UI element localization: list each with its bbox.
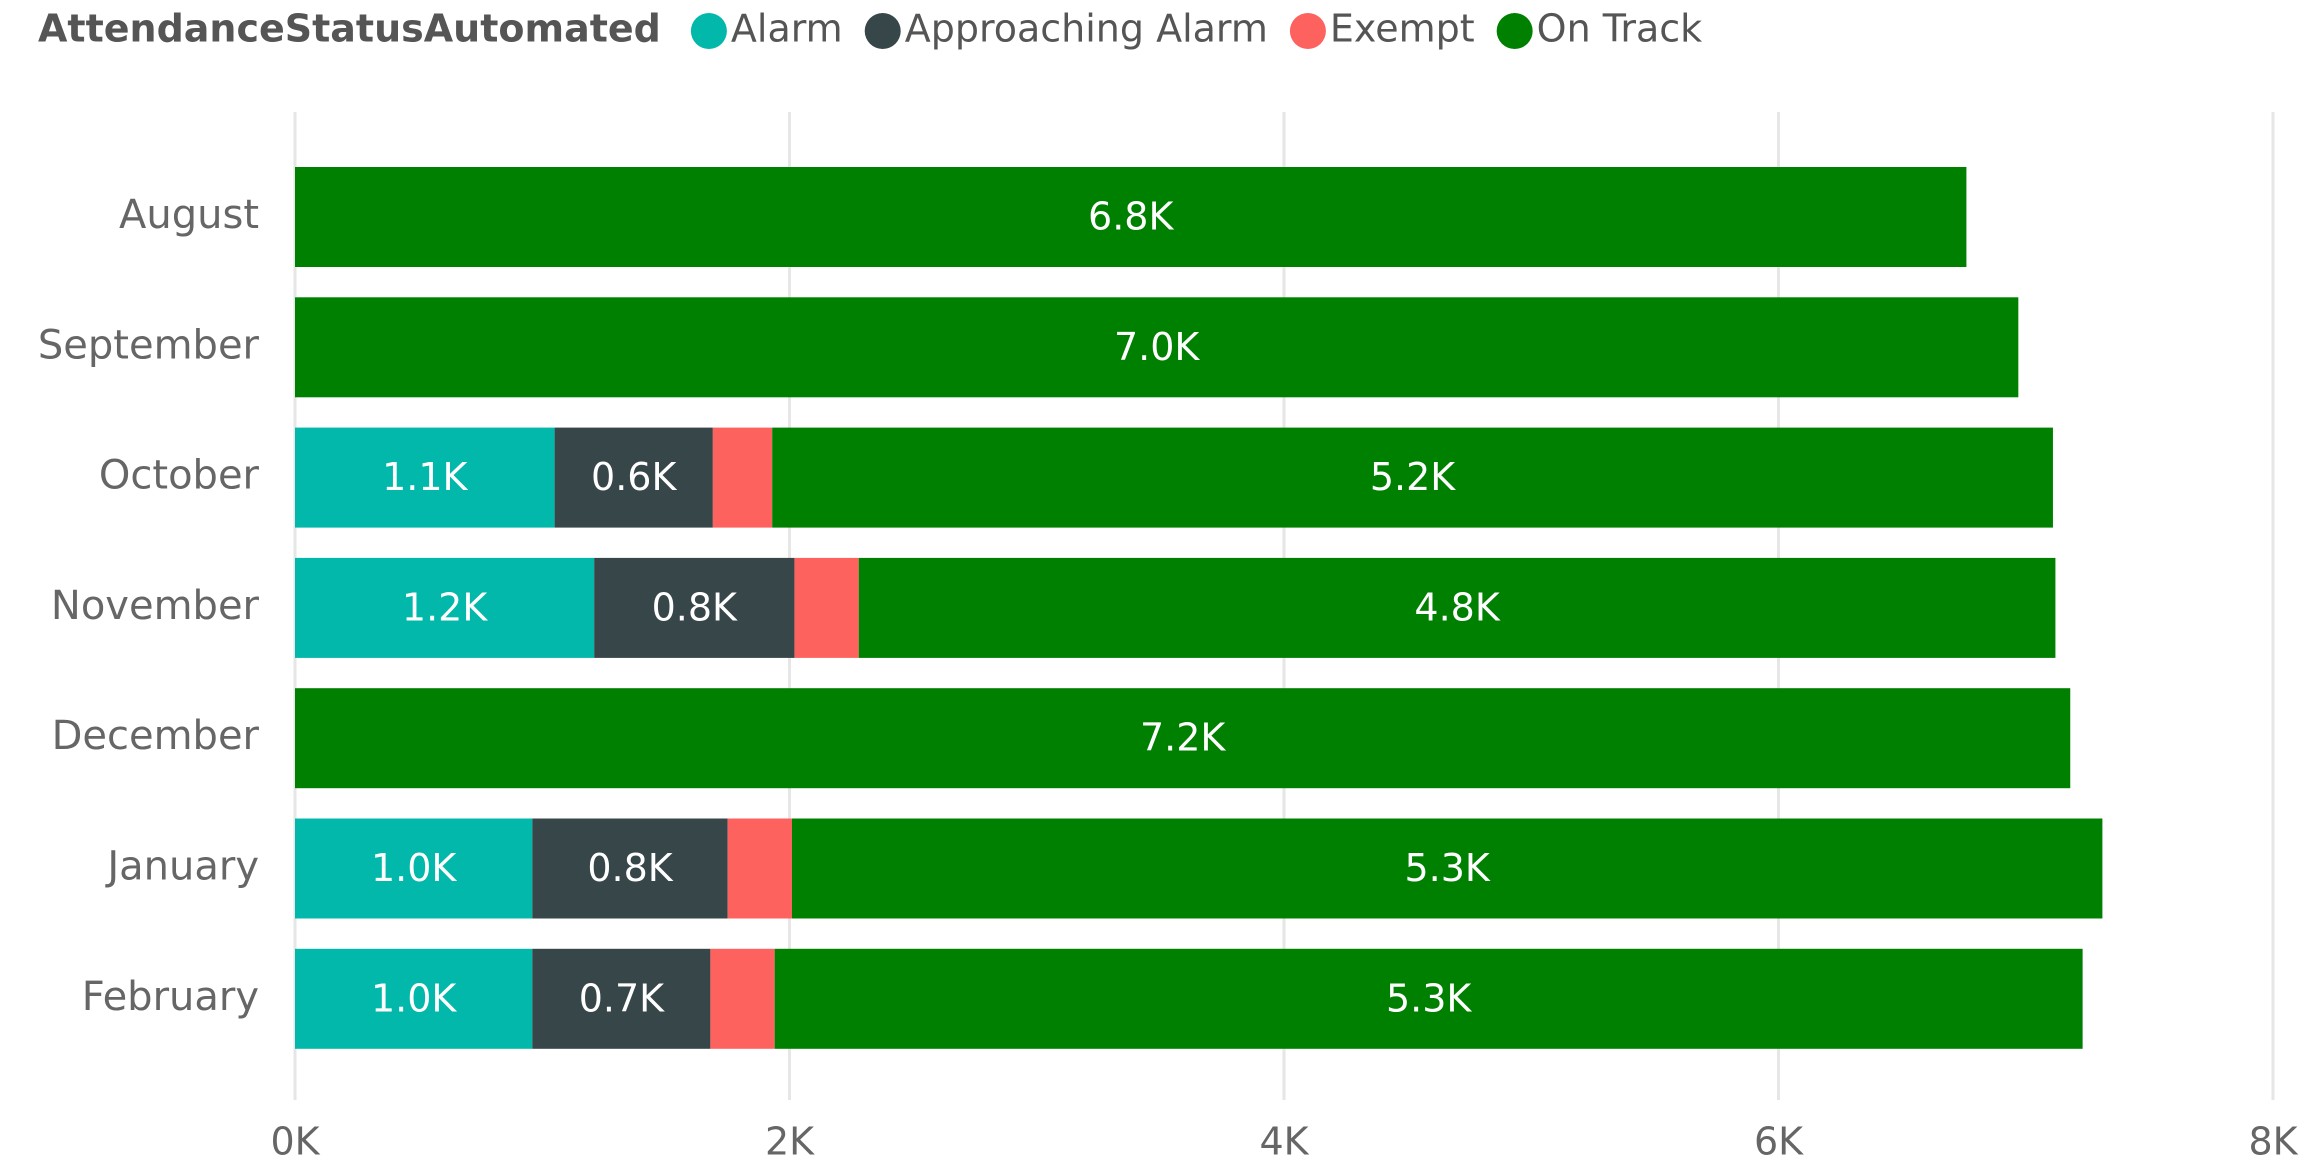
legend-swatch	[864, 13, 901, 49]
data-label: 5.3K	[1405, 846, 1491, 890]
x-tick-label: 2K	[765, 1120, 815, 1164]
legend-label: Exempt	[1330, 7, 1475, 51]
data-label: 0.8K	[652, 585, 738, 629]
data-label: 4.8K	[1414, 585, 1500, 629]
bar-segment	[295, 427, 555, 528]
bar-segment	[532, 818, 728, 919]
data-label: 5.3K	[1386, 976, 1472, 1020]
bar-segment	[594, 557, 795, 658]
bar-segment	[554, 427, 713, 528]
data-label: 1.2K	[402, 585, 488, 629]
data-label: 0.6K	[591, 455, 677, 499]
legend-swatch	[1289, 13, 1326, 49]
bar-segment	[772, 427, 2053, 528]
bar-segment	[712, 427, 773, 528]
legend-label: Alarm	[731, 7, 843, 51]
bar-segment	[295, 167, 1967, 267]
data-label: 1.0K	[371, 846, 457, 890]
bar-segment	[794, 557, 859, 658]
bar-segment	[710, 948, 775, 1049]
y-tick-label: February	[82, 974, 259, 1020]
data-label: 1.0K	[371, 976, 457, 1020]
x-tick-label: 8K	[2248, 1120, 2298, 1164]
bar-segment	[727, 818, 792, 919]
data-label: 0.7K	[579, 976, 665, 1020]
x-tick-label: 6K	[1754, 1120, 1804, 1164]
legend-label: On Track	[1537, 7, 1703, 51]
y-tick-label: December	[52, 713, 260, 759]
data-label: 6.8K	[1088, 195, 1174, 239]
bar-segment	[295, 948, 533, 1049]
bar-segment	[774, 948, 2083, 1049]
legend-label: Approaching Alarm	[905, 7, 1268, 51]
x-tick-label: 0K	[270, 1120, 320, 1164]
bar-segment	[295, 557, 595, 658]
bar-segment	[295, 818, 533, 919]
y-tick-label: September	[38, 322, 260, 368]
data-label: 7.2K	[1140, 716, 1226, 760]
bar-segment	[532, 948, 711, 1049]
x-tick-label: 4K	[1259, 1120, 1309, 1164]
data-label: 0.8K	[587, 846, 673, 890]
data-label: 5.2K	[1370, 455, 1456, 499]
bar-segment	[295, 688, 2071, 789]
legend-title: AttendanceStatusAutomated	[38, 7, 661, 51]
data-label: 7.0K	[1114, 325, 1200, 369]
bar-segment	[858, 557, 2056, 658]
y-tick-label: October	[99, 453, 260, 499]
y-tick-label: January	[104, 844, 259, 890]
y-tick-label: August	[119, 192, 259, 238]
data-label: 1.1K	[382, 455, 468, 499]
bar-segment	[791, 818, 2103, 919]
y-tick-label: November	[51, 583, 260, 629]
legend-swatch	[1496, 13, 1533, 49]
bar-segment	[295, 297, 2019, 398]
legend-swatch	[690, 13, 727, 49]
